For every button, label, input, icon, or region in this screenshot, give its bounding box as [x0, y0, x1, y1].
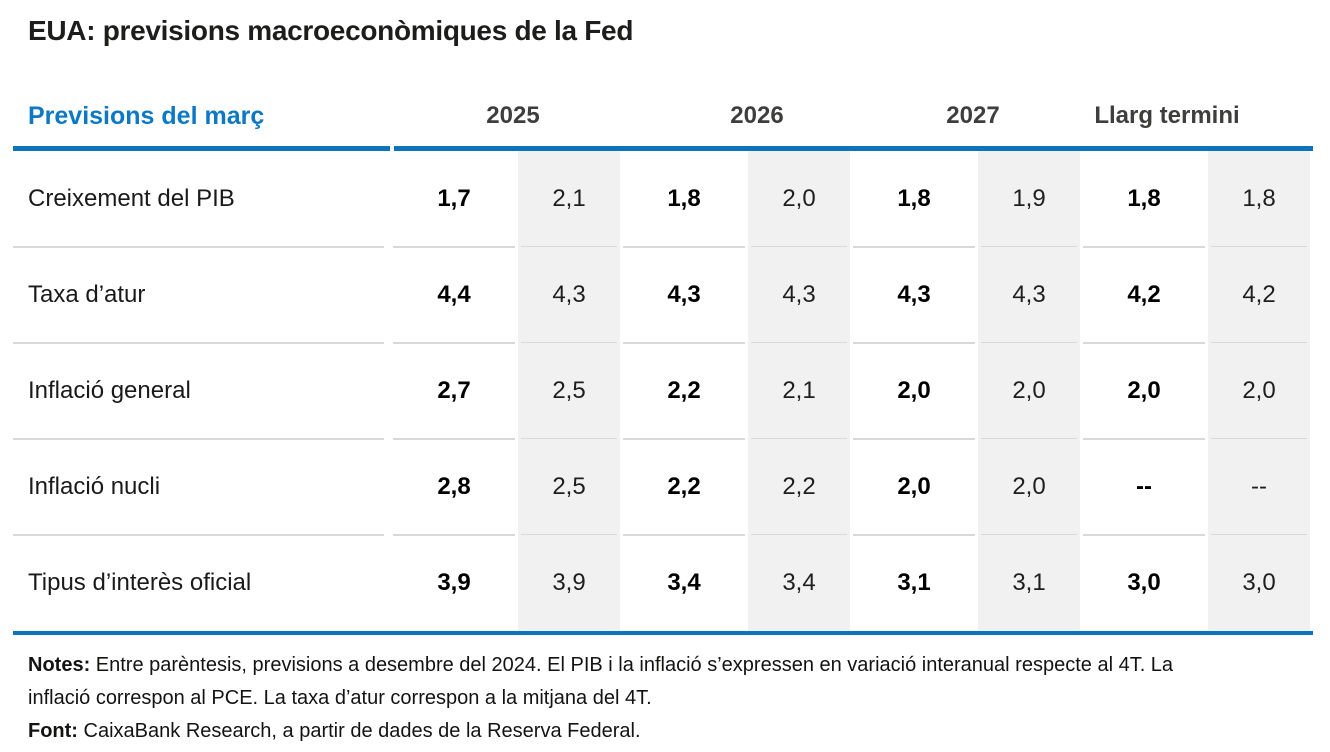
- table-body: Creixement del PIB 1,7 2,1 1,8 2,0 1,8 1…: [13, 151, 1313, 631]
- table-cell: 2,0: [978, 439, 1080, 536]
- table-row: Taxa d’atur 4,4 4,3 4,3 4,3 4,3 4,3 4,2 …: [13, 247, 1313, 344]
- table-cell: 3,1: [978, 535, 1080, 631]
- source-label: Font:: [28, 720, 78, 742]
- table-cell: 2,2: [748, 439, 850, 536]
- table-cell: 4,3: [850, 247, 978, 344]
- table-cell: 4,3: [518, 247, 620, 344]
- table-row: Tipus d’interès oficial 3,9 3,9 3,4 3,4 …: [13, 535, 1313, 631]
- table-cell: --: [1208, 439, 1310, 536]
- table-cell: 4,2: [1080, 247, 1208, 344]
- table-cell: 2,0: [748, 151, 850, 248]
- table-cell: 2,0: [978, 343, 1080, 440]
- column-header-2026: 2026: [730, 102, 784, 129]
- header-divider-label-segment: [13, 146, 390, 151]
- table-bottom-divider: [13, 631, 1313, 635]
- notes-paragraph: Notes: Entre parèntesis, previsions a de…: [28, 649, 1218, 715]
- column-header-2027: 2027: [946, 102, 1000, 129]
- table-cell: 1,7: [390, 151, 518, 248]
- table-cell: --: [1080, 439, 1208, 536]
- table-cell: 4,2: [1208, 247, 1310, 344]
- table-cell: 2,0: [1080, 343, 1208, 440]
- notes-label: Notes:: [28, 654, 91, 676]
- table-cell: 2,7: [390, 343, 518, 440]
- notes-block: Notes: Entre parèntesis, previsions a de…: [28, 649, 1313, 748]
- column-header-2025: 2025: [486, 102, 540, 129]
- table-cell: 1,8: [620, 151, 748, 248]
- source-text: CaixaBank Research, a partir de dades de…: [77, 720, 641, 742]
- table-cell: 2,0: [1208, 343, 1310, 440]
- table-cell: 3,1: [897, 569, 931, 596]
- table-cell: 1,9: [978, 151, 1080, 248]
- table-row: Creixement del PIB 1,7 2,1 1,8 2,0 1,8 1…: [13, 151, 1313, 248]
- figure-title: EUA: previsions macroeconòmiques de la F…: [28, 15, 634, 46]
- table-cell: 2,0: [850, 439, 978, 536]
- table-cell: 4,3: [620, 247, 748, 344]
- source-paragraph: Font: CaixaBank Research, a partir de da…: [28, 715, 1313, 748]
- table-corner-label: Previsions del març: [28, 101, 265, 130]
- table-cell: 3,4: [667, 569, 701, 596]
- row-label: Tipus d’interès oficial: [28, 569, 252, 596]
- table-cell: 2,5: [518, 439, 620, 536]
- table-cell: 3,9: [518, 535, 620, 631]
- column-header-long-term: Llarg termini: [1094, 102, 1240, 129]
- table-cell: 2,0: [850, 343, 978, 440]
- row-label: Inflació general: [13, 343, 390, 440]
- table-cell: 3,0: [1127, 569, 1161, 596]
- notes-text: Entre parèntesis, previsions a desembre …: [28, 654, 1174, 709]
- table-cell: 2,1: [518, 151, 620, 248]
- table-cell: 4,4: [390, 247, 518, 344]
- table-cell: 1,8: [850, 151, 978, 248]
- table-cell: 4,3: [748, 247, 850, 344]
- table-cell: 3,9: [437, 569, 471, 596]
- table-cell: 2,2: [620, 439, 748, 536]
- row-label: Creixement del PIB: [13, 151, 390, 248]
- table-cell: 1,8: [1208, 151, 1310, 248]
- table-cell: 1,8: [1080, 151, 1208, 248]
- table-header-row: Previsions del març 2025 2026 2027 Llarg…: [13, 86, 1313, 146]
- table-cell: 2,5: [518, 343, 620, 440]
- row-label: Inflació nucli: [13, 439, 390, 536]
- table-cell: 2,2: [620, 343, 748, 440]
- table-cell: 2,1: [748, 343, 850, 440]
- table-cell: 3,0: [1208, 535, 1310, 631]
- table-cell: 4,3: [978, 247, 1080, 344]
- header-divider: [13, 146, 1313, 151]
- table-cell: 2,8: [390, 439, 518, 536]
- header-divider-data-segment: [394, 146, 1313, 151]
- table-row: Inflació general 2,7 2,5 2,2 2,1 2,0 2,0…: [13, 343, 1313, 440]
- row-label: Taxa d’atur: [13, 247, 390, 344]
- table-cell: 3,4: [748, 535, 850, 631]
- table-row: Inflació nucli 2,8 2,5 2,2 2,2 2,0 2,0 -…: [13, 439, 1313, 536]
